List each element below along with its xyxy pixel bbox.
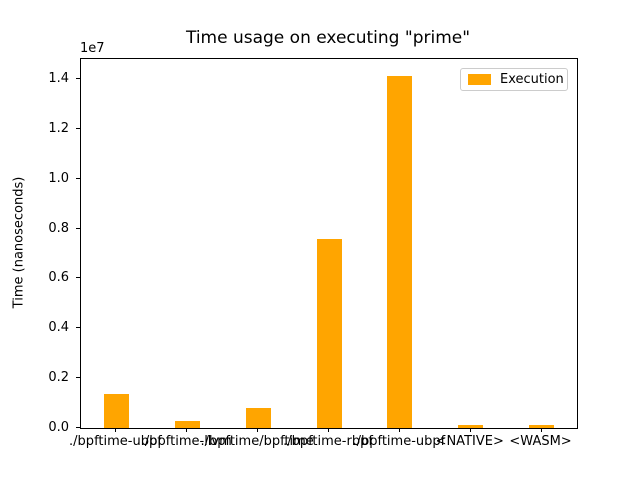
y-tick-label: 0.4 (48, 320, 69, 336)
x-tick-label: ./bpftime-ubpf (69, 434, 162, 449)
y-tick-label: 1.4 (48, 70, 69, 86)
x-tick-label: ./bpftime-rbpf (283, 434, 373, 449)
bar (245, 408, 271, 428)
y-axis-label: Time (nanoseconds) (11, 176, 27, 309)
plot-area: Execution (80, 58, 578, 429)
x-tick-mark (398, 428, 400, 432)
x-tick-mark (540, 428, 542, 432)
legend: Execution (460, 68, 568, 91)
y-axis-offset-text: 1e7 (80, 41, 105, 56)
bar (103, 394, 129, 428)
y-tick-label: 0.0 (48, 420, 69, 435)
x-tick-label: ./bpftime-llvm (140, 434, 232, 449)
x-tick-mark (328, 428, 329, 432)
y-tick-label: 0.2 (48, 370, 69, 386)
y-tick-mark (76, 427, 80, 428)
bar (529, 424, 555, 428)
x-tick-mark (257, 428, 259, 432)
bar (387, 76, 413, 428)
x-tick-label: ./bpftime-ubpf (352, 434, 446, 449)
x-tick-label: ./bpftime/bpftime (200, 434, 314, 449)
y-tick-label: 0.6 (48, 270, 69, 286)
bar (174, 421, 200, 428)
y-tick-mark (76, 177, 80, 179)
bar (458, 424, 484, 428)
x-tick-mark (115, 428, 117, 432)
y-tick-mark (76, 127, 80, 129)
y-tick-mark (76, 377, 80, 379)
x-tick-label: <WASM> (509, 434, 572, 449)
legend-label: Execution (500, 72, 564, 87)
chart-title: Time usage on executing "prime" (185, 28, 471, 48)
y-tick-label: 0.8 (48, 220, 69, 236)
legend-swatch (468, 74, 491, 85)
bar (316, 238, 342, 428)
x-tick-mark (186, 428, 188, 432)
y-tick-mark (76, 277, 80, 279)
x-tick-mark (469, 428, 471, 432)
y-tick-label: 1.2 (48, 120, 69, 136)
y-tick-mark (76, 77, 80, 79)
y-tick-label: 1.0 (48, 170, 69, 186)
x-tick-label: <NATIVE> (435, 434, 504, 449)
y-tick-mark (76, 227, 80, 229)
y-tick-mark (76, 327, 80, 329)
